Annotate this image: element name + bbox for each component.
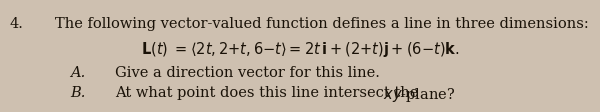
Text: B.: B. xyxy=(70,86,85,100)
Text: At what point does this line intersect the: At what point does this line intersect t… xyxy=(115,86,423,100)
Text: $xy$-plane?: $xy$-plane? xyxy=(383,86,455,104)
Text: The following vector-valued function defines a line in three dimensions:: The following vector-valued function def… xyxy=(55,17,589,31)
Text: Give a direction vector for this line.: Give a direction vector for this line. xyxy=(115,66,380,80)
Text: A.: A. xyxy=(70,66,85,80)
Text: $\mathbf{L}$$(t)$ $= \langle 2t, 2{+}t, 6{-}t\rangle = 2t\,\mathbf{i} + (2{+}t)\: $\mathbf{L}$$(t)$ $= \langle 2t, 2{+}t, … xyxy=(140,40,460,59)
Text: 4.: 4. xyxy=(10,17,24,31)
